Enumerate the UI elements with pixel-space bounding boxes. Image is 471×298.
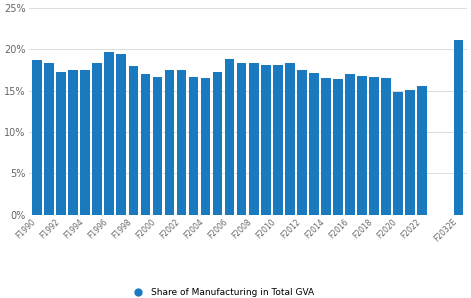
Bar bbox=[261, 65, 270, 215]
Bar bbox=[382, 78, 391, 215]
Bar bbox=[105, 52, 114, 215]
Bar bbox=[153, 77, 162, 215]
Bar bbox=[68, 70, 78, 215]
Bar bbox=[417, 86, 427, 215]
Bar bbox=[225, 58, 235, 215]
Bar bbox=[81, 70, 90, 215]
Bar bbox=[297, 70, 307, 215]
Bar bbox=[345, 74, 355, 215]
Bar bbox=[333, 79, 343, 215]
Bar bbox=[140, 74, 150, 215]
Bar bbox=[213, 72, 222, 215]
Bar bbox=[56, 72, 66, 215]
Bar bbox=[165, 70, 174, 215]
Bar bbox=[44, 63, 54, 215]
Bar bbox=[249, 63, 259, 215]
Bar bbox=[285, 63, 295, 215]
Bar bbox=[369, 77, 379, 215]
Bar bbox=[177, 70, 187, 215]
Bar bbox=[32, 60, 42, 215]
Bar bbox=[357, 76, 367, 215]
Bar bbox=[129, 66, 138, 215]
Bar bbox=[92, 63, 102, 215]
Bar bbox=[116, 55, 126, 215]
Bar bbox=[321, 78, 331, 215]
Bar bbox=[237, 63, 246, 215]
Legend: Share of Manufacturing in Total GVA: Share of Manufacturing in Total GVA bbox=[125, 285, 317, 298]
Bar bbox=[309, 73, 319, 215]
Bar bbox=[393, 92, 403, 215]
Bar bbox=[454, 40, 463, 215]
Bar bbox=[273, 65, 283, 215]
Bar bbox=[201, 78, 211, 215]
Bar bbox=[189, 77, 198, 215]
Bar bbox=[406, 90, 415, 215]
